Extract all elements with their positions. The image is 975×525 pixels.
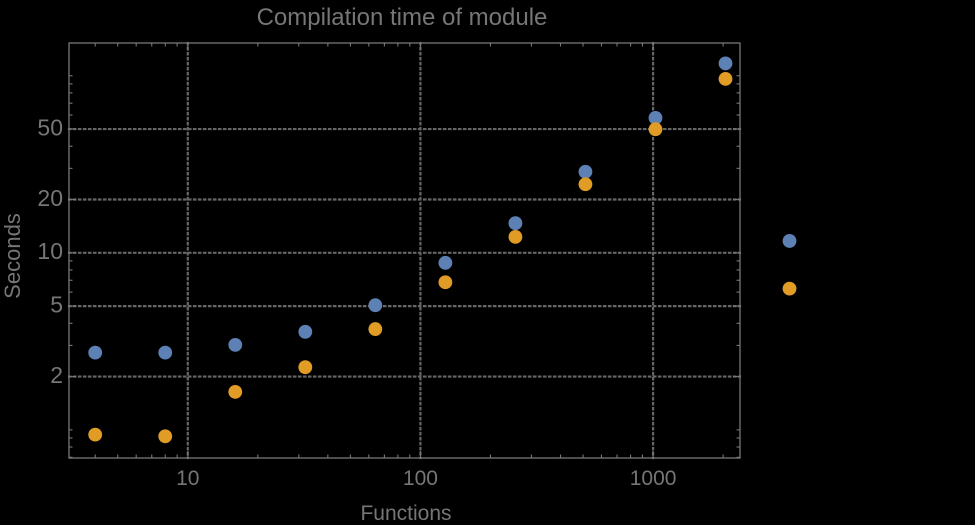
svg-text:10: 10 (176, 467, 199, 490)
svg-text:Compilation time of module: Compilation time of module (257, 4, 548, 31)
svg-text:100: 100 (403, 467, 438, 490)
svg-text:Functions: Functions (360, 502, 451, 525)
svg-text:20: 20 (37, 185, 63, 211)
svg-text:1000: 1000 (630, 467, 677, 490)
svg-text:5: 5 (50, 292, 63, 318)
svg-text:50: 50 (37, 114, 63, 140)
svg-text:10: 10 (37, 238, 63, 264)
svg-text:2: 2 (50, 362, 63, 388)
svg-text:Seconds: Seconds (0, 213, 25, 299)
